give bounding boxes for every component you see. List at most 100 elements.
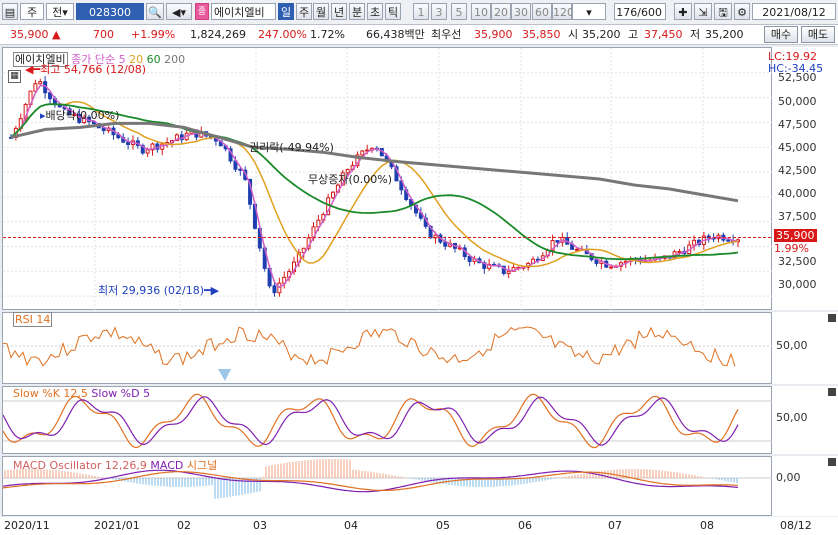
turnover: 1.72%	[310, 28, 345, 41]
buy-button[interactable]: 매수	[764, 26, 798, 43]
high-price: 37,450	[644, 28, 683, 41]
interval-5[interactable]: 5	[451, 3, 467, 20]
high-label: 고	[628, 28, 639, 41]
stochastic-tick: 50,00	[776, 411, 808, 424]
candle-body	[677, 251, 682, 254]
legend-ma-label: 종가 단순	[71, 53, 116, 66]
period-0[interactable]: 일	[278, 3, 294, 20]
interval-20[interactable]: 20	[491, 3, 511, 20]
pin-icon[interactable]: 종	[195, 3, 209, 20]
legend-stock-name: 에이치엘비	[13, 52, 68, 67]
resize-icon[interactable]: ⇲	[694, 3, 712, 20]
x-label: 2021/01	[94, 519, 140, 532]
stochastic-legend: Slow %K 12,5 Slow %D 5	[13, 387, 151, 400]
macd-pane[interactable]: MACD Oscillator 12,26,9 MACD 시그널	[2, 456, 773, 516]
lc-label: LC:19.92	[768, 50, 818, 63]
stochastic-pane[interactable]: Slow %K 12,5 Slow %D 5	[2, 386, 773, 454]
y-tick: 47,500	[778, 118, 817, 131]
candle-body	[67, 108, 72, 116]
interval-60[interactable]: 60	[532, 3, 552, 20]
code-input[interactable]: 028300	[76, 3, 144, 20]
candle-body	[48, 92, 53, 100]
interval-dropdown[interactable]: ▾	[572, 3, 606, 20]
candle-body	[174, 134, 179, 142]
candle-body	[574, 248, 579, 251]
candle-body	[150, 143, 155, 151]
candle-body	[238, 168, 243, 171]
interval-3[interactable]: 3	[431, 3, 447, 20]
x-label: 08	[700, 519, 714, 532]
x-label: 06	[518, 519, 532, 532]
x-label: 2020/11	[4, 519, 50, 532]
interval-1[interactable]: 1	[413, 3, 429, 20]
period-6[interactable]: 틱	[385, 3, 401, 20]
rsi-legend: RSI 14	[13, 312, 53, 327]
rsi-settings-icon[interactable]	[828, 314, 836, 322]
rsi-pane[interactable]: RSI 14	[2, 312, 773, 384]
rsi-oversold-fill	[218, 369, 231, 381]
y-tick: 30,000	[778, 278, 817, 291]
stochastic-settings-icon[interactable]	[828, 388, 836, 396]
candle-body	[609, 266, 614, 269]
speaker-icon[interactable]: ◀▾	[166, 3, 192, 20]
candle-body	[345, 169, 350, 174]
time-axis: 2020/11 2021/01 02 03 04 05 06 07 08 08/12	[0, 517, 838, 535]
period-3[interactable]: 년	[331, 3, 347, 20]
bonus-annotation: 무상증자(0.00%)	[308, 173, 393, 186]
period-1[interactable]: 주	[296, 3, 312, 20]
crosshair-icon[interactable]: ✚	[674, 3, 692, 20]
open-price: 35,200	[582, 28, 621, 41]
quote-bar: 35,900 ▲ 700 +1.99% 1,824,269 247.00% 1.…	[0, 25, 838, 45]
interval-30[interactable]: 30	[511, 3, 531, 20]
low-price: 35,200	[705, 28, 744, 41]
rsi-axis: 50,00	[772, 312, 838, 384]
y-tick: 42,500	[778, 164, 817, 177]
x-label: 08/12	[780, 519, 812, 532]
market-select[interactable]: 주	[20, 3, 44, 20]
candle-body	[331, 191, 336, 199]
price-chart-pane[interactable]: 에이치엘비 종가 단순 5 20 60 200 ▦ ◀━최고 54,766 (1…	[2, 47, 773, 311]
candle-body	[340, 172, 345, 186]
sell-button[interactable]: 매도	[801, 26, 835, 43]
stock-name: 에이치엘비	[211, 3, 276, 20]
ask-price: 35,900	[474, 28, 513, 41]
interval-10[interactable]: 10	[471, 3, 491, 20]
candle-body	[116, 134, 121, 139]
gear-icon[interactable]: ⚙	[734, 3, 750, 20]
current-pct-tag: 1.99%	[774, 242, 809, 255]
min-annotation: 최저 29,936 (02/18)━▶	[98, 284, 220, 297]
current-price-tag: 35,900	[774, 229, 817, 242]
candle-body	[506, 270, 511, 274]
macd-line	[3, 469, 739, 493]
ma-line-0	[10, 84, 739, 289]
date-display[interactable]: 2021/08/12	[752, 3, 836, 20]
period-2[interactable]: 월	[313, 3, 329, 20]
rsi-tick: 50,00	[776, 339, 808, 352]
change-value: 700	[93, 28, 114, 41]
stoch-d-line	[3, 396, 739, 446]
candle-body	[360, 150, 365, 156]
candle-body	[77, 113, 82, 124]
menu-icon[interactable]: ▤	[2, 3, 18, 20]
grid-icon[interactable]: ▦	[8, 70, 21, 83]
candle-body	[443, 241, 448, 247]
count-display[interactable]: 176/600	[614, 3, 666, 20]
candle-body	[692, 239, 697, 246]
macd-settings-icon[interactable]	[828, 458, 836, 466]
type-select[interactable]: 전▾	[46, 3, 74, 20]
interval-120[interactable]: 120	[552, 3, 574, 20]
save-icon[interactable]: 🖫	[714, 3, 732, 20]
period-5[interactable]: 초	[367, 3, 383, 20]
period-4[interactable]: 분	[349, 3, 365, 20]
search-icon[interactable]: 🔍	[146, 3, 164, 20]
macd-legend: MACD Oscillator 12,26,9 MACD 시그널	[13, 459, 218, 472]
y-tick: 32,500	[778, 255, 817, 268]
ma-line-1	[10, 100, 739, 268]
legend-ma5: 5	[118, 53, 126, 66]
legend-ma20: 20	[129, 53, 144, 66]
change-pct: +1.99%	[131, 28, 176, 41]
candle-body	[501, 265, 506, 274]
price-axis: LC:19.92 HC:-34.45 52,500 50,000 47,500 45,…	[768, 47, 838, 310]
open-label: 시	[568, 28, 579, 41]
legend-ma60: 60	[146, 53, 161, 66]
